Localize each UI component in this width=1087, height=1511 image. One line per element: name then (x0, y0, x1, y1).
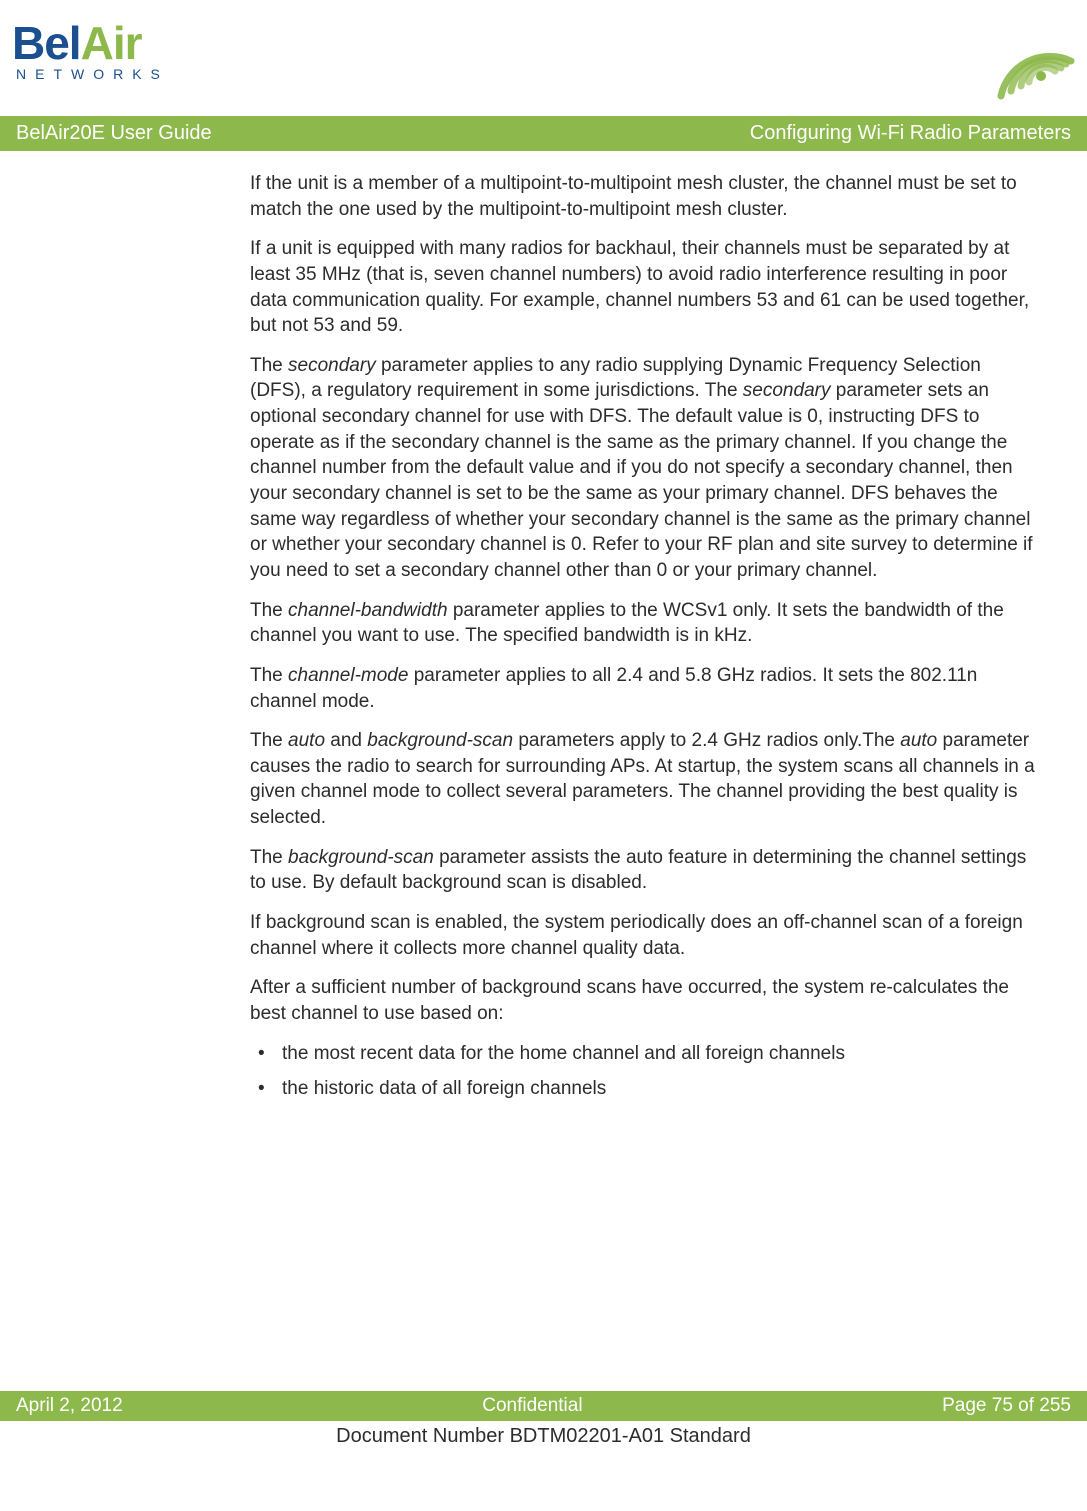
p6-term-background-scan: background-scan (367, 730, 513, 751)
paragraph-7: The background-scan parameter assists th… (250, 845, 1037, 896)
title-banner: BelAir20E User Guide Configuring Wi-Fi R… (0, 116, 1087, 151)
content-area: If the unit is a member of a multipoint-… (0, 151, 1087, 1391)
left-margin (50, 171, 250, 1361)
page: BelAir NETWORKS BelAir20E User Guide Con… (0, 0, 1087, 1448)
p3-term-secondary-1: secondary (288, 355, 376, 376)
footer-confidential: Confidential (482, 1395, 582, 1417)
p3-text-c: parameter sets an optional secondary cha… (250, 380, 1033, 580)
bullet-1: the most recent data for the home channe… (250, 1041, 1037, 1067)
footer-page: Page 75 of 255 (942, 1395, 1071, 1417)
p7-text-a: The (250, 847, 288, 868)
footer-bar: April 2, 2012 Confidential Page 75 of 25… (0, 1391, 1087, 1421)
logo-part1: Bel (12, 17, 81, 69)
p4-term-channel-bandwidth: channel-bandwidth (288, 600, 448, 621)
paragraph-6: The auto and background-scan parameters … (250, 728, 1037, 831)
p3-text-a: The (250, 355, 288, 376)
decorative-arc-icon (961, 16, 1081, 106)
paragraph-9: After a sufficient number of background … (250, 975, 1037, 1026)
paragraph-1: If the unit is a member of a multipoint-… (250, 171, 1037, 222)
p4-text-a: The (250, 600, 288, 621)
p6-text-a: The (250, 730, 288, 751)
body-text: If the unit is a member of a multipoint-… (250, 171, 1037, 1361)
doc-title: BelAir20E User Guide (16, 122, 212, 145)
footer-date: April 2, 2012 (16, 1395, 123, 1417)
logo-sub: NETWORKS (12, 66, 206, 82)
paragraph-2: If a unit is equipped with many radios f… (250, 236, 1037, 339)
paragraph-8: If background scan is enabled, the syste… (250, 910, 1037, 961)
p5-term-channel-mode: channel-mode (288, 665, 408, 686)
arc-svg (971, 16, 1081, 106)
bullet-list: the most recent data for the home channe… (250, 1041, 1037, 1102)
p7-term-background-scan: background-scan (288, 847, 434, 868)
logo-part2: Air (81, 17, 142, 69)
p6-term-auto-1: auto (288, 730, 325, 751)
paragraph-5: The channel-mode parameter applies to al… (250, 663, 1037, 714)
company-logo: BelAir NETWORKS (6, 16, 206, 82)
bullet-2: the historic data of all foreign channel… (250, 1076, 1037, 1102)
p3-term-secondary-2: secondary (743, 380, 831, 401)
paragraph-4: The channel-bandwidth parameter applies … (250, 598, 1037, 649)
logo-main: BelAir (12, 16, 206, 70)
section-title: Configuring Wi-Fi Radio Parameters (750, 122, 1071, 145)
p5-text-a: The (250, 665, 288, 686)
paragraph-3: The secondary parameter applies to any r… (250, 353, 1037, 584)
p6-term-auto-2: auto (900, 730, 937, 751)
header-row: BelAir NETWORKS (0, 0, 1087, 116)
p6-text-b: and (325, 730, 367, 751)
document-number: Document Number BDTM02201-A01 Standard (0, 1421, 1087, 1448)
p6-text-c: parameters apply to 2.4 GHz radios only.… (513, 730, 900, 751)
